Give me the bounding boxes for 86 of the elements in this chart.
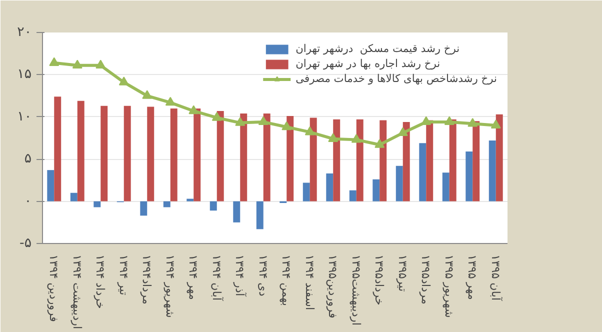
point	[374, 139, 385, 148]
bar	[349, 190, 356, 202]
x-tick-label: آبان ۱۳۹۵	[488, 254, 503, 302]
bar	[186, 198, 194, 202]
bar	[402, 122, 410, 202]
x-tick-label: خرداد ۱۳۹۴	[94, 254, 108, 309]
point	[188, 105, 199, 114]
x-tick-label: تیر۱۳۹۵	[396, 254, 410, 292]
point	[142, 90, 152, 99]
point	[398, 127, 408, 136]
bar	[396, 166, 403, 202]
point	[258, 116, 268, 126]
point	[96, 60, 106, 69]
point	[49, 57, 60, 66]
y-tick-label: ۱۵	[17, 67, 32, 82]
x-tick-label: آذر ۱۳۹۴	[233, 254, 248, 297]
x-tick-label: فروردین۱۳۹۵	[326, 254, 340, 318]
y-tick-label: ۵	[24, 152, 32, 167]
x-tick-label: تیر ۱۳۹۴	[116, 254, 131, 296]
y-tick-label: ۰	[24, 194, 32, 209]
bar	[263, 114, 270, 202]
bar	[194, 108, 201, 202]
x-tick-label: اردیبهشت ۱۳۹۴	[70, 254, 84, 330]
x-tick-label: مرداد۱۳۹۵	[419, 254, 434, 304]
x-tick-label: مهر ۱۳۹۴	[186, 254, 201, 300]
legend-label: نرخ رشدشاخص بهای کالاها و خدمات مصرفی	[296, 72, 497, 85]
bar	[326, 173, 334, 202]
x-tick-label: مرداد۱۳۹۴	[140, 254, 154, 304]
bar	[488, 140, 496, 202]
bar	[496, 114, 503, 202]
x-tick-label: شهریور ۱۳۹۵	[442, 254, 456, 318]
bar	[310, 118, 317, 202]
bar	[233, 201, 240, 222]
bar	[170, 108, 178, 202]
bar	[256, 201, 264, 230]
legend-label: نرخ رشد اجاره بها در شهر تهران	[296, 57, 440, 70]
x-tick-label: اردیبهشت۱۳۹۵	[349, 254, 364, 326]
point	[72, 60, 82, 69]
x-tick-label: فروردین ۱۳۹۴	[47, 254, 62, 322]
bar	[210, 201, 217, 211]
point	[490, 120, 501, 128]
bar	[94, 201, 101, 208]
y-tick-label: -۵	[20, 236, 32, 251]
bar	[302, 182, 310, 202]
bar	[466, 152, 473, 202]
bar	[70, 192, 78, 202]
bar	[124, 106, 131, 202]
bar	[216, 110, 224, 202]
point	[212, 112, 222, 121]
x-tick-label: شهریور ۱۳۹۴	[163, 254, 178, 318]
bar	[419, 143, 426, 202]
bar	[442, 172, 450, 202]
bar	[240, 114, 248, 202]
bar	[286, 116, 294, 202]
bar	[380, 120, 387, 202]
point	[468, 118, 478, 127]
x-tick-label: دی ۱۳۹۴	[256, 254, 270, 296]
bar	[54, 96, 62, 202]
x-tick-label: بهمن ۱۳۹۴	[280, 254, 294, 306]
bar	[449, 119, 456, 202]
point	[351, 134, 362, 143]
bar	[163, 201, 170, 208]
point	[304, 126, 315, 136]
x-tick-label: مهر ۱۳۹۵	[466, 254, 480, 300]
bar	[333, 119, 340, 202]
bar	[47, 170, 54, 202]
point	[444, 116, 454, 126]
legend-label: نرخ رشد قیمت مسکن درشهر تهران	[296, 42, 460, 55]
x-tick-label: خرداد۱۳۹۵	[372, 254, 387, 306]
y-tick-label: ۱۰	[17, 109, 32, 124]
y-tick-label: ۲۰	[17, 25, 32, 40]
x-tick-label: اسفند ۱۳۹۴	[302, 254, 317, 310]
bar	[100, 106, 108, 202]
point	[118, 76, 129, 86]
point	[421, 116, 432, 126]
point	[235, 117, 246, 126]
bar	[372, 179, 380, 202]
bar	[356, 119, 364, 202]
bar	[147, 106, 154, 202]
x-tick-label: آبان ۱۳۹۴	[210, 254, 224, 302]
bar	[472, 121, 480, 202]
point	[165, 96, 176, 106]
bar	[140, 201, 148, 216]
bar	[77, 100, 84, 202]
point	[282, 121, 292, 130]
point	[328, 133, 338, 142]
